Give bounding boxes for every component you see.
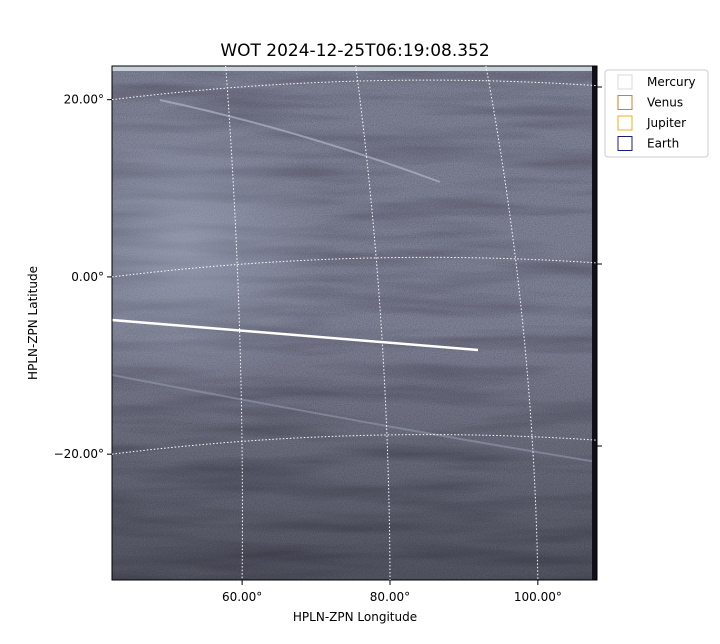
x-tick-label: 80.00° [370,590,410,604]
legend-swatch [617,95,633,110]
y-tick-label: 20.00° [64,93,104,107]
legend-label: Earth [647,137,679,151]
x-tick-label: 100.00° [514,590,562,604]
grid-line [225,65,243,581]
legend-swatch [617,136,633,151]
chart-title: WOT 2024-12-25T06:19:08.352 [220,41,489,61]
plot-frame [111,65,598,581]
right-ticks [597,86,602,447]
legend [604,69,709,158]
grid-line [111,434,598,455]
legend-label: Venus [647,96,683,110]
y-tick-label: 0.00° [71,270,104,284]
y-tick-label: −20.00° [54,447,104,461]
grid-line [111,79,598,101]
legend-label: Jupiter [646,116,686,130]
legend-label: Mercury [647,75,696,89]
grid-line [355,65,391,581]
image [112,66,597,580]
x-axis-label: HPLN-ZPN Longitude [293,610,417,624]
grid-line [111,256,598,278]
x-tick-label: 60.00° [222,590,262,604]
legend-swatch [617,74,633,90]
grid-line [485,65,539,581]
legend-swatch [617,115,633,131]
y-axis-label: HPLN-ZPN Latitude [26,266,40,380]
